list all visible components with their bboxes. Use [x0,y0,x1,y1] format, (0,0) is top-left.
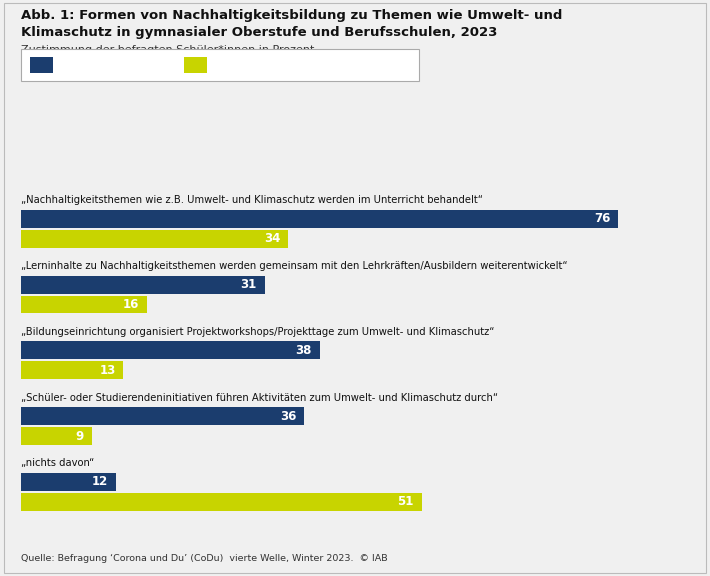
Text: 76: 76 [594,213,610,225]
Bar [21,295,147,313]
Text: 51: 51 [398,495,414,509]
Bar [21,230,288,248]
Bar [21,210,618,228]
Bar [21,361,124,379]
Text: Quelle: Befragung ‘Corona und Du’ (CoDu)  vierte Welle, Winter 2023.  © IAB: Quelle: Befragung ‘Corona und Du’ (CoDu)… [21,554,388,563]
Text: Klimaschutz in gymnasialer Oberstufe und Berufsschulen, 2023: Klimaschutz in gymnasialer Oberstufe und… [21,26,498,39]
Text: „Schüler- oder Studierendeninitiativen führen Aktivitäten zum Umwelt- und Klimas: „Schüler- oder Studierendeninitiativen f… [21,393,498,403]
Text: 16: 16 [123,298,139,311]
Bar [21,427,92,445]
Text: 9: 9 [76,430,84,442]
Text: 13: 13 [99,364,116,377]
Text: 38: 38 [295,344,312,357]
Bar [21,407,304,425]
Bar [21,493,422,511]
Bar [21,473,116,491]
Text: „Nachhaltigkeitsthemen wie z.B. Umwelt- und Klimaschutz werden im Unterricht beh: „Nachhaltigkeitsthemen wie z.B. Umwelt- … [21,195,484,205]
Text: Zustimmung der befragten Schüler*innen in Prozent: Zustimmung der befragten Schüler*innen i… [21,45,315,55]
Text: 34: 34 [264,232,280,245]
Text: 31: 31 [241,278,257,291]
Text: gymnasiale Oberstufe, N = 468: gymnasiale Oberstufe, N = 468 [60,60,232,70]
Text: Abb. 1: Formen von Nachhaltigkeitsbildung zu Themen wie Umwelt- und: Abb. 1: Formen von Nachhaltigkeitsbildun… [21,9,562,22]
Text: Berufsschulen, N = 274: Berufsschulen, N = 274 [214,60,343,70]
Text: „nichts davon“: „nichts davon“ [21,458,94,468]
Text: „Lerninhalte zu Nachhaltigkeitsthemen werden gemeinsam mit den Lehrkräften/Ausbi: „Lerninhalte zu Nachhaltigkeitsthemen we… [21,261,568,271]
Bar [21,342,320,359]
Text: 36: 36 [280,410,296,423]
Bar [21,276,265,294]
Text: „Bildungseinrichtung organisiert Projektworkshops/Projekttage zum Umwelt- und Kl: „Bildungseinrichtung organisiert Projekt… [21,327,495,337]
Text: 12: 12 [92,475,108,488]
